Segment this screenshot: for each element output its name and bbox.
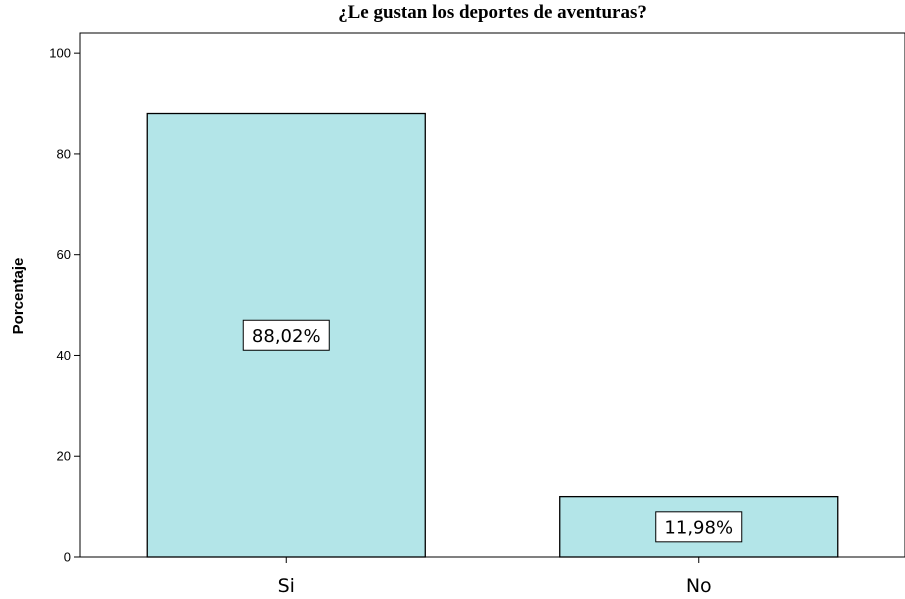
x-axis: Si No xyxy=(278,557,712,597)
y-tick-label: 60 xyxy=(57,247,71,262)
data-label-box xyxy=(655,511,743,543)
bars: 88,02% 11,98% xyxy=(146,112,839,558)
x-tick-label: Si xyxy=(278,575,295,597)
plot-area-frame xyxy=(79,32,905,558)
y-tick-label: 80 xyxy=(57,146,71,161)
chart-title: ¿Le gustan los deportes de aventuras? xyxy=(338,2,647,23)
y-tick-label: 100 xyxy=(49,46,71,61)
data-label-box xyxy=(242,319,330,351)
y-tick-label: 40 xyxy=(57,348,71,363)
data-label: 11,98% xyxy=(664,517,733,538)
y-axis-label: Porcentaje xyxy=(10,258,27,335)
y-tick-label: 0 xyxy=(64,550,71,565)
y-axis: 0 20 40 60 80 100 xyxy=(49,46,80,565)
data-label: 88,02% xyxy=(252,326,321,347)
x-tick-label: No xyxy=(686,575,712,597)
y-tick-label: 20 xyxy=(57,449,71,464)
